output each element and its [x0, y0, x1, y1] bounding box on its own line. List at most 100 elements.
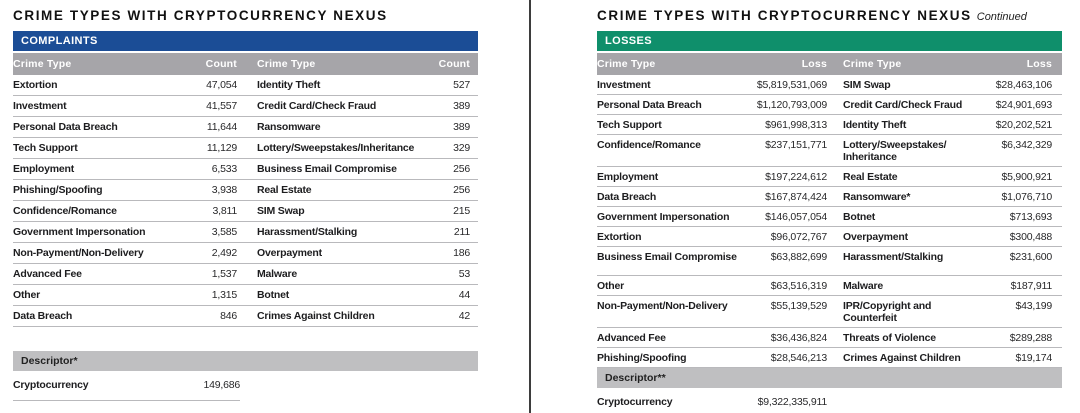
value-cell: $5,900,921 — [983, 166, 1062, 187]
page-title-left-text: CRIME TYPES WITH CRYPTOCURRENCY NEXUS — [13, 8, 388, 23]
crime-type-cell: SIM Swap — [237, 200, 433, 222]
crime-type-cell: Confidence/Romance — [597, 134, 747, 167]
table-row: Investment 41,557 Credit Card/Check Fraud 3… — [13, 95, 478, 117]
column-header-crime-type-1: Crime Type — [13, 53, 193, 75]
crime-type-cell: Data Breach — [13, 305, 193, 327]
table-row: Tech Support 11,129 Lottery/Sweepstakes/In… — [13, 137, 478, 159]
descriptor-crime-type: Cryptocurrency — [597, 396, 673, 408]
crime-type-cell: Lottery/Sweepstakes/Inheritance — [237, 137, 433, 159]
value-cell: $197,224,612 — [747, 166, 827, 187]
table-row: Advanced Fee 1,537 Malware 53 — [13, 263, 478, 285]
value-cell: 1,537 — [193, 263, 237, 285]
table-row: Employment 6,533 Business Email Compromise… — [13, 158, 478, 180]
value-cell: 11,129 — [193, 137, 237, 159]
table-row: Personal Data Breach 11,644 Ransomware 389 — [13, 116, 478, 138]
crime-type-cell: Investment — [13, 95, 193, 117]
value-cell: $289,288 — [983, 327, 1062, 348]
crime-type-cell: Extortion — [13, 75, 193, 96]
complaints-panel: CRIME TYPES WITH CRYPTOCURRENCY NEXUS CO… — [13, 8, 478, 401]
value-cell: 215 — [433, 200, 478, 222]
losses-table: Crime Type Loss Crime Type Loss Investme… — [597, 53, 1062, 368]
value-cell: $43,199 — [983, 295, 1062, 328]
losses-table-body: Investment $5,819,531,069 SIM Swap $28,463,… — [597, 75, 1062, 368]
complaints-descriptor-header: Descriptor* — [13, 351, 478, 371]
losses-descriptor-half: Cryptocurrency $9,322,335,911 — [597, 388, 860, 413]
value-cell: $300,488 — [983, 226, 1062, 247]
page-title-continued: Continued — [976, 11, 1027, 23]
value-cell: 527 — [433, 75, 478, 96]
crime-type-cell: Crimes Against Children — [237, 305, 433, 327]
table-row: Other $63,516,319 Malware $187,911 — [597, 275, 1062, 296]
value-cell: $63,516,319 — [747, 275, 827, 296]
crime-type-cell: Crimes Against Children — [827, 347, 983, 368]
value-cell: $96,072,767 — [747, 226, 827, 247]
losses-panel: CRIME TYPES WITH CRYPTOCURRENCY NEXUS Con… — [597, 8, 1062, 413]
value-cell: $63,882,699 — [747, 246, 827, 276]
crime-type-cell: Phishing/Spoofing — [13, 179, 193, 201]
complaints-table-body: Extortion 47,054 Identity Theft 527 Investme… — [13, 75, 478, 327]
crime-type-cell: Tech Support — [597, 114, 747, 135]
value-cell: $167,874,424 — [747, 186, 827, 207]
value-cell: 211 — [433, 221, 478, 243]
table-row: Personal Data Breach $1,120,793,009 Credit… — [597, 94, 1062, 115]
value-cell: $237,151,771 — [747, 134, 827, 167]
value-cell: $231,600 — [983, 246, 1062, 276]
value-cell: 41,557 — [193, 95, 237, 117]
losses-descriptor-label: Descriptor** — [605, 372, 666, 384]
column-header-crime-type-2: Crime Type — [237, 53, 433, 75]
crime-type-cell: Botnet — [237, 284, 433, 306]
column-header-loss-2: Loss — [983, 53, 1062, 75]
table-row: Advanced Fee $36,436,824 Threats of Violen… — [597, 327, 1062, 348]
value-cell: $28,463,106 — [983, 75, 1062, 95]
value-cell: 389 — [433, 116, 478, 138]
table-row: Phishing/Spoofing $28,546,213 Crimes Again… — [597, 347, 1062, 368]
crime-type-cell: Ransomware — [237, 116, 433, 138]
complaints-descriptor-row: Cryptocurrency 149,686 — [13, 371, 478, 401]
losses-descriptor-header: Descriptor** — [597, 368, 1062, 388]
value-cell: 2,492 — [193, 242, 237, 264]
complaints-descriptor-half: Cryptocurrency 149,686 — [13, 371, 240, 401]
crime-type-cell: Personal Data Breach — [597, 94, 747, 115]
value-cell: 44 — [433, 284, 478, 306]
value-cell: $146,057,054 — [747, 206, 827, 227]
crime-type-cell: SIM Swap — [827, 75, 983, 95]
table-row: Tech Support $961,998,313 Identity Theft $2… — [597, 114, 1062, 135]
value-cell: 256 — [433, 158, 478, 180]
crime-type-cell: Business Email Compromise — [597, 246, 747, 276]
crime-type-cell: Advanced Fee — [597, 327, 747, 348]
value-cell: $187,911 — [983, 275, 1062, 296]
value-cell: 47,054 — [193, 75, 237, 96]
crime-type-cell: Malware — [827, 275, 983, 296]
crime-type-cell: Tech Support — [13, 137, 193, 159]
crime-type-cell: Confidence/Romance — [13, 200, 193, 222]
crime-type-cell: Non-Payment/Non-Delivery — [13, 242, 193, 264]
value-cell: $713,693 — [983, 206, 1062, 227]
crime-type-cell: Business Email Compromise — [237, 158, 433, 180]
value-cell: $28,546,213 — [747, 347, 827, 368]
column-header-row: Crime Type Loss Crime Type Loss — [597, 53, 1062, 75]
table-row: Data Breach $167,874,424 Ransomware* $1,076… — [597, 186, 1062, 207]
value-cell: 1,315 — [193, 284, 237, 306]
crime-type-cell: Non-Payment/Non-Delivery — [597, 295, 747, 328]
value-cell: 256 — [433, 179, 478, 201]
losses-section-header: LOSSES — [597, 31, 1062, 51]
crime-type-cell: Personal Data Breach — [13, 116, 193, 138]
crime-type-cell: Identity Theft — [237, 75, 433, 96]
table-row: Extortion $96,072,767 Overpayment $300,488 — [597, 226, 1062, 247]
crime-type-cell: Investment — [597, 75, 747, 95]
crime-type-cell: Other — [13, 284, 193, 306]
table-row: Other 1,315 Botnet 44 — [13, 284, 478, 306]
column-header-count-2: Count — [433, 53, 478, 75]
crime-type-cell: Malware — [237, 263, 433, 285]
value-cell: 11,644 — [193, 116, 237, 138]
value-cell: $19,174 — [983, 347, 1062, 368]
crime-type-cell: Harassment/Stalking — [827, 246, 983, 276]
table-row: Employment $197,224,612 Real Estate $5,900,… — [597, 166, 1062, 187]
panel-divider — [529, 0, 531, 413]
value-cell: $20,202,521 — [983, 114, 1062, 135]
value-cell: $55,139,529 — [747, 295, 827, 328]
crime-type-cell: Employment — [13, 158, 193, 180]
complaints-section-header: COMPLAINTS — [13, 31, 478, 51]
page-title-right: CRIME TYPES WITH CRYPTOCURRENCY NEXUS Con… — [597, 8, 1062, 23]
column-header-crime-type-1: Crime Type — [597, 53, 747, 75]
